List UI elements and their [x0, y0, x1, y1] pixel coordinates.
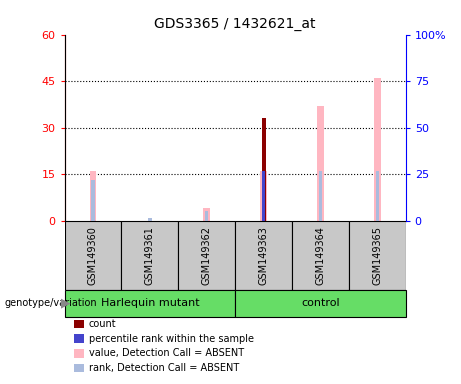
Bar	[203, 209, 210, 221]
Bar	[260, 171, 267, 221]
Text: GSM149361: GSM149361	[145, 226, 155, 285]
Text: ▶: ▶	[61, 297, 71, 310]
Text: genotype/variation: genotype/variation	[5, 298, 97, 308]
Bar	[65, 290, 235, 317]
Bar	[235, 290, 406, 317]
Bar	[349, 221, 406, 290]
Bar	[262, 171, 265, 221]
Text: GSM149360: GSM149360	[88, 226, 98, 285]
Text: control: control	[301, 298, 340, 308]
Text: Harlequin mutant: Harlequin mutant	[100, 298, 199, 308]
Bar	[89, 171, 96, 221]
Text: GSM149365: GSM149365	[372, 226, 382, 285]
Bar	[65, 221, 121, 290]
Bar	[178, 221, 235, 290]
Title: GDS3365 / 1432621_at: GDS3365 / 1432621_at	[154, 17, 316, 31]
Bar	[319, 171, 322, 221]
Bar	[317, 106, 324, 221]
Bar	[205, 212, 208, 221]
Text: GSM149363: GSM149363	[259, 226, 269, 285]
Text: count: count	[89, 319, 116, 329]
Bar	[292, 221, 349, 290]
Text: rank, Detection Call = ABSENT: rank, Detection Call = ABSENT	[89, 363, 239, 373]
Text: percentile rank within the sample: percentile rank within the sample	[89, 334, 254, 344]
Text: GSM149362: GSM149362	[201, 226, 212, 285]
Bar	[235, 221, 292, 290]
Bar	[121, 221, 178, 290]
Text: value, Detection Call = ABSENT: value, Detection Call = ABSENT	[89, 348, 243, 358]
Bar	[376, 171, 379, 221]
Text: GSM149364: GSM149364	[315, 226, 325, 285]
Bar	[261, 118, 266, 221]
Bar	[148, 218, 152, 221]
Bar	[91, 180, 95, 221]
Bar	[374, 78, 381, 221]
